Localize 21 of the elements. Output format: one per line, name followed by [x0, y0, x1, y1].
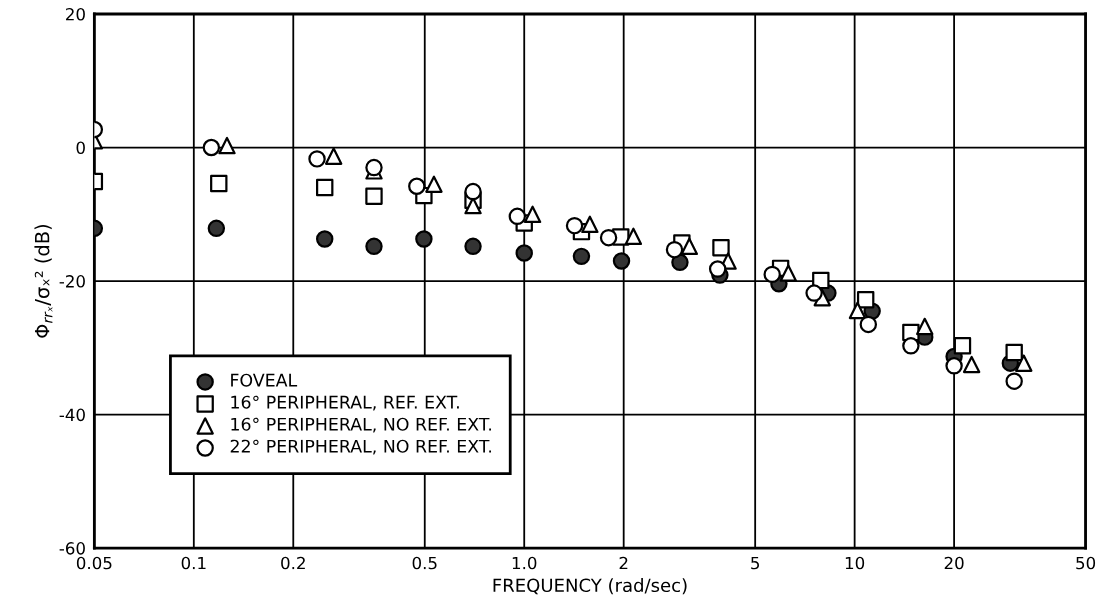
x-tick-label: 0.5 [412, 556, 437, 570]
x-tick-label: 10 [845, 556, 865, 570]
x-tick-label: 5 [751, 556, 760, 570]
x-axis-title: FREQUENCY (rad/sec) [493, 578, 687, 595]
x-tick-label: 20 [944, 556, 964, 570]
y-tick-label: -40 [59, 408, 85, 422]
legend-label: FOVEAL [231, 373, 298, 387]
y-tick-label: 0 [76, 141, 85, 155]
x-tick-label: 1.0 [512, 556, 537, 570]
y-axis-title: Φ$_{rrₓ}$/σₓ² (dB) [34, 224, 53, 338]
legend-label: 22° PERIPHERAL, NO REF. EXT. [230, 439, 491, 455]
x-tick-label: 50 [1076, 556, 1096, 570]
legend-label: 16° PERIPHERAL, REF. EXT. [231, 395, 459, 411]
y-tick-label: 20 [66, 7, 85, 21]
x-tick-label: 2 [619, 556, 628, 570]
x-tick-label: 0.2 [281, 556, 305, 570]
y-tick-label: -20 [59, 275, 85, 288]
x-tick-label: 0.05 [76, 556, 112, 570]
y-tick-label: -60 [59, 542, 85, 555]
x-tick-label: 0.1 [181, 556, 206, 570]
legend-label: 16° PERIPHERAL, NO REF. EXT. [231, 417, 491, 433]
